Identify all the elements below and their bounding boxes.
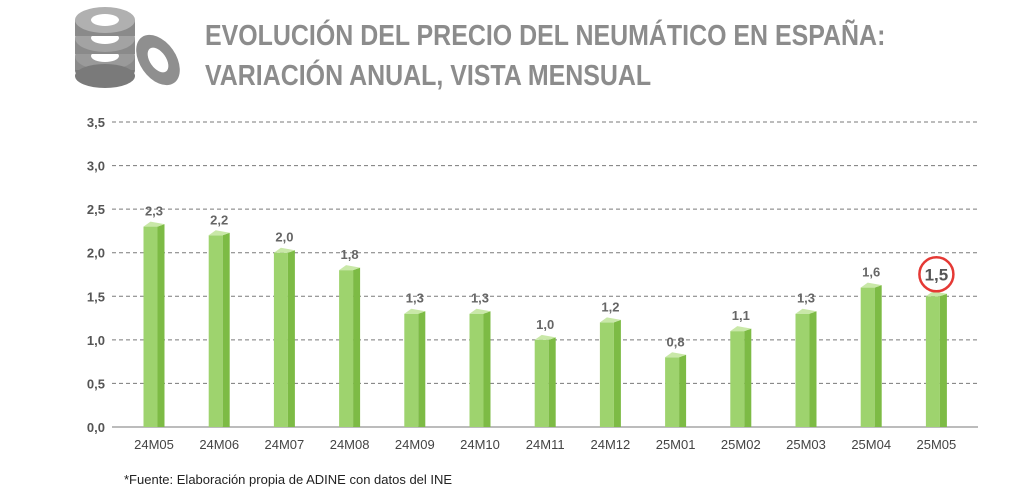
y-tick-label: 1,5 xyxy=(87,289,105,304)
bar-24M12 xyxy=(599,317,621,427)
data-label: 2,2 xyxy=(210,212,228,227)
x-tick-label: 25M03 xyxy=(786,437,826,452)
x-tick-label: 25M05 xyxy=(917,437,957,452)
bar-24M09 xyxy=(404,308,426,427)
data-label: 1,1 xyxy=(732,308,750,323)
y-tick-label: 2,5 xyxy=(87,202,105,217)
bar-24M10 xyxy=(469,308,491,427)
y-tick-label: 3,5 xyxy=(87,115,105,130)
y-tick-label: 2,0 xyxy=(87,246,105,261)
x-tick-label: 24M10 xyxy=(460,437,500,452)
x-tick-label: 25M04 xyxy=(851,437,891,452)
y-tick-label: 1,0 xyxy=(87,333,105,348)
x-tick-label: 25M02 xyxy=(721,437,761,452)
x-tick-label: 24M09 xyxy=(395,437,435,452)
x-tick-label: 24M12 xyxy=(591,437,631,452)
data-label: 2,3 xyxy=(145,204,163,219)
data-label: 1,6 xyxy=(862,265,880,280)
x-tick-label: 24M06 xyxy=(199,437,239,452)
x-tick-label: 24M11 xyxy=(526,437,565,452)
data-label: 1,3 xyxy=(471,291,489,306)
chart-title-line-1: EVOLUCIÓN DEL PRECIO DEL NEUMÁTICO EN ES… xyxy=(205,20,886,52)
bar-24M07 xyxy=(273,247,295,427)
data-label: 1,3 xyxy=(406,291,424,306)
y-tick-label: 3,0 xyxy=(87,159,105,174)
data-label: 0,8 xyxy=(667,334,685,349)
bar-25M04 xyxy=(860,282,882,427)
highlight-circle xyxy=(918,256,955,293)
data-label: 1,2 xyxy=(601,299,619,314)
bar-25M01 xyxy=(665,352,687,427)
x-tick-label: 24M07 xyxy=(265,437,305,452)
data-label: 1,8 xyxy=(341,247,359,262)
data-label: 1,3 xyxy=(797,291,815,306)
chart-title-line-2: VARIACIÓN ANUAL, VISTA MENSUAL xyxy=(205,60,652,92)
data-label: 1,5 xyxy=(925,265,949,284)
data-label: 2,0 xyxy=(275,230,293,245)
y-tick-label: 0,5 xyxy=(87,376,105,391)
bar-25M02 xyxy=(730,326,752,427)
x-tick-label: 24M08 xyxy=(330,437,370,452)
bar-24M11 xyxy=(534,334,556,427)
tire-stack-icon xyxy=(75,7,180,88)
bar-24M06 xyxy=(208,230,230,427)
bar-24M05 xyxy=(143,221,165,427)
source-note: *Fuente: Elaboración propia de ADINE con… xyxy=(124,472,453,487)
bar-25M05 xyxy=(925,291,947,427)
data-label: 1,0 xyxy=(536,317,554,332)
x-tick-label: 25M01 xyxy=(656,437,696,452)
y-tick-label: 0,0 xyxy=(87,420,105,435)
x-tick-label: 24M05 xyxy=(134,437,174,452)
bar-25M03 xyxy=(795,308,817,427)
bar-24M08 xyxy=(339,265,361,427)
